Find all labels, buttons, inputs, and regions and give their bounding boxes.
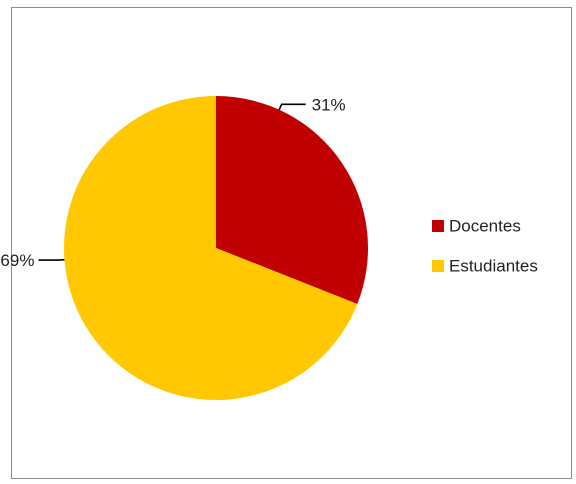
legend-label-estudiantes: Estudiantes: [449, 257, 538, 276]
data-label: 69%: [0, 251, 34, 270]
leader-line: [278, 103, 306, 111]
legend-swatch-docentes: [432, 220, 444, 232]
pie-slice-docentes: [216, 96, 368, 304]
pie-slices: [63, 96, 368, 400]
data-label: 31%: [312, 95, 346, 114]
legend-swatch-estudiantes: [432, 260, 444, 272]
data-labels: 31% 69%: [0, 95, 345, 270]
legend: Docentes Estudiantes: [432, 217, 538, 276]
pie-slice-estudiantes: [63, 96, 358, 400]
legend-label-docentes: Docentes: [449, 217, 521, 236]
